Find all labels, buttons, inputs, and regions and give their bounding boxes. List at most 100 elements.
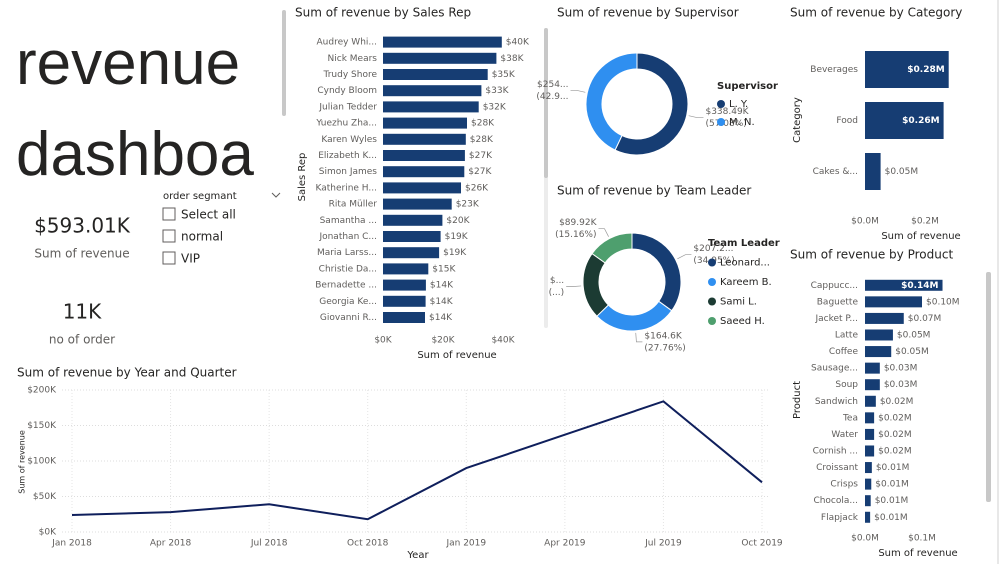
category-label: Water (831, 430, 858, 440)
category-label: Cappucc... (811, 281, 858, 291)
value-label: $0.03M (884, 364, 918, 374)
scrollbar[interactable] (986, 272, 991, 502)
checkbox[interactable] (162, 251, 176, 265)
value-label: $20K (446, 216, 470, 226)
value-label: $... (550, 276, 564, 286)
y-tick-label: $150K (27, 421, 57, 431)
chart-title: Sum of revenue by Year and Quarter (17, 366, 237, 380)
bar (383, 166, 465, 178)
category-label: Samantha ... (320, 216, 377, 226)
category-label: Latte (835, 330, 859, 340)
y-tick-label: $100K (27, 457, 57, 467)
category-label: Crisps (830, 480, 858, 490)
value-label: $0.02M (878, 430, 912, 440)
checkbox[interactable] (162, 229, 176, 243)
y-tick-label: $200K (27, 386, 57, 396)
scrollbar[interactable] (282, 10, 286, 116)
bar (383, 214, 443, 226)
checkbox[interactable] (162, 207, 176, 221)
slicer-title: order segmant (163, 191, 237, 202)
chart-title: Sum of revenue by Product (790, 248, 953, 262)
value-label: $0.02M (878, 446, 912, 456)
slicer-option[interactable]: normal (181, 230, 223, 244)
legend-marker (717, 100, 725, 108)
bar (383, 85, 482, 97)
dashboard-title: revenue dashboa (16, 29, 254, 189)
value-label: $0.01M (876, 463, 910, 473)
bar (865, 102, 944, 139)
value-label: $0.01M (874, 513, 908, 523)
legend-title: Supervisor (717, 81, 778, 92)
value-label: $15K (432, 264, 456, 274)
value-label: $254... (537, 80, 569, 90)
value-label: $28K (470, 135, 494, 145)
bar (383, 295, 426, 307)
slicer-option[interactable]: VIP (181, 252, 200, 266)
value-label: $27K (468, 167, 492, 177)
x-tick-label: $0.0M (851, 534, 879, 544)
bar (383, 52, 497, 64)
value-label: $338.49K (705, 107, 749, 117)
bar (865, 312, 904, 324)
donut-slice (585, 52, 638, 151)
bar (383, 150, 465, 161)
value-label: $89.92K (559, 218, 597, 228)
bar (383, 263, 429, 275)
leader-line (688, 115, 704, 119)
bar (865, 445, 875, 457)
category-label: Yuezhu Zha... (315, 119, 377, 129)
bar (865, 346, 892, 358)
x-tick-label: Apr 2019 (544, 539, 586, 549)
leader-line (635, 332, 643, 343)
category-label: Katherine H... (315, 183, 377, 193)
card-value: $593.01K (34, 214, 131, 238)
chart-title: Sum of revenue by Supervisor (557, 6, 739, 20)
bar (383, 312, 425, 323)
category-label: Croissant (816, 463, 858, 473)
slicer-option[interactable]: Select all (181, 208, 236, 222)
value-label: $32K (483, 102, 507, 112)
value-label: $0.14M (901, 281, 938, 291)
bar (865, 379, 880, 391)
bar (865, 511, 871, 523)
category-label: Karen Wyles (321, 135, 377, 145)
bar (383, 69, 488, 80)
scrollbar[interactable] (544, 28, 548, 178)
category-label: Julian Tedder (318, 102, 377, 112)
x-tick-label: $40K (491, 336, 515, 346)
bar (383, 36, 502, 48)
card-label: Sum of revenue (34, 247, 129, 261)
bar (383, 101, 479, 113)
legend-label: Saeed H. (720, 316, 765, 327)
value-label: $0.07M (908, 314, 942, 324)
category-label: Baguette (817, 297, 859, 307)
bar (865, 279, 943, 291)
bar (383, 133, 466, 145)
category-label: Jacket P... (814, 314, 858, 324)
category-label: Elizabeth K... (318, 151, 377, 161)
category-label: Sausage... (811, 364, 858, 374)
value-label: $0.10M (926, 297, 960, 307)
bar (383, 231, 441, 242)
card-label: no of order (49, 333, 115, 347)
leader-line (677, 254, 692, 260)
value-label: $26K (465, 183, 489, 193)
donut-slice (591, 232, 633, 264)
category-label: Audrey Whi... (317, 38, 378, 48)
bar (383, 198, 452, 210)
x-tick-label: $0.0M (851, 217, 879, 227)
slicer-chevron[interactable] (271, 192, 281, 198)
chart-title: Sum of revenue by Sales Rep (295, 6, 471, 20)
category-label: Nick Mears (328, 54, 378, 64)
chart-title: Sum of revenue by Category (790, 6, 962, 20)
bar (383, 182, 461, 194)
category-label: Cyndy Bloom (317, 86, 377, 96)
category-label: Rita Müller (329, 200, 378, 210)
bar (865, 428, 875, 440)
legend-marker (708, 278, 716, 286)
value-label: $14K (430, 281, 454, 291)
bar (865, 395, 876, 407)
bar (865, 478, 872, 490)
